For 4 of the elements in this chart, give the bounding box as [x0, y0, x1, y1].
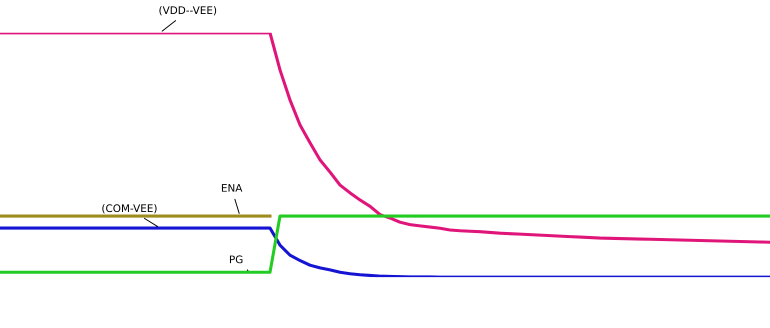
- series-label: (COM-VEE): [102, 204, 157, 214]
- series-label: PG: [230, 255, 242, 264]
- text: ENA: [222, 184, 242, 192]
- series-label: (VDD--VEE): [159, 6, 216, 16]
